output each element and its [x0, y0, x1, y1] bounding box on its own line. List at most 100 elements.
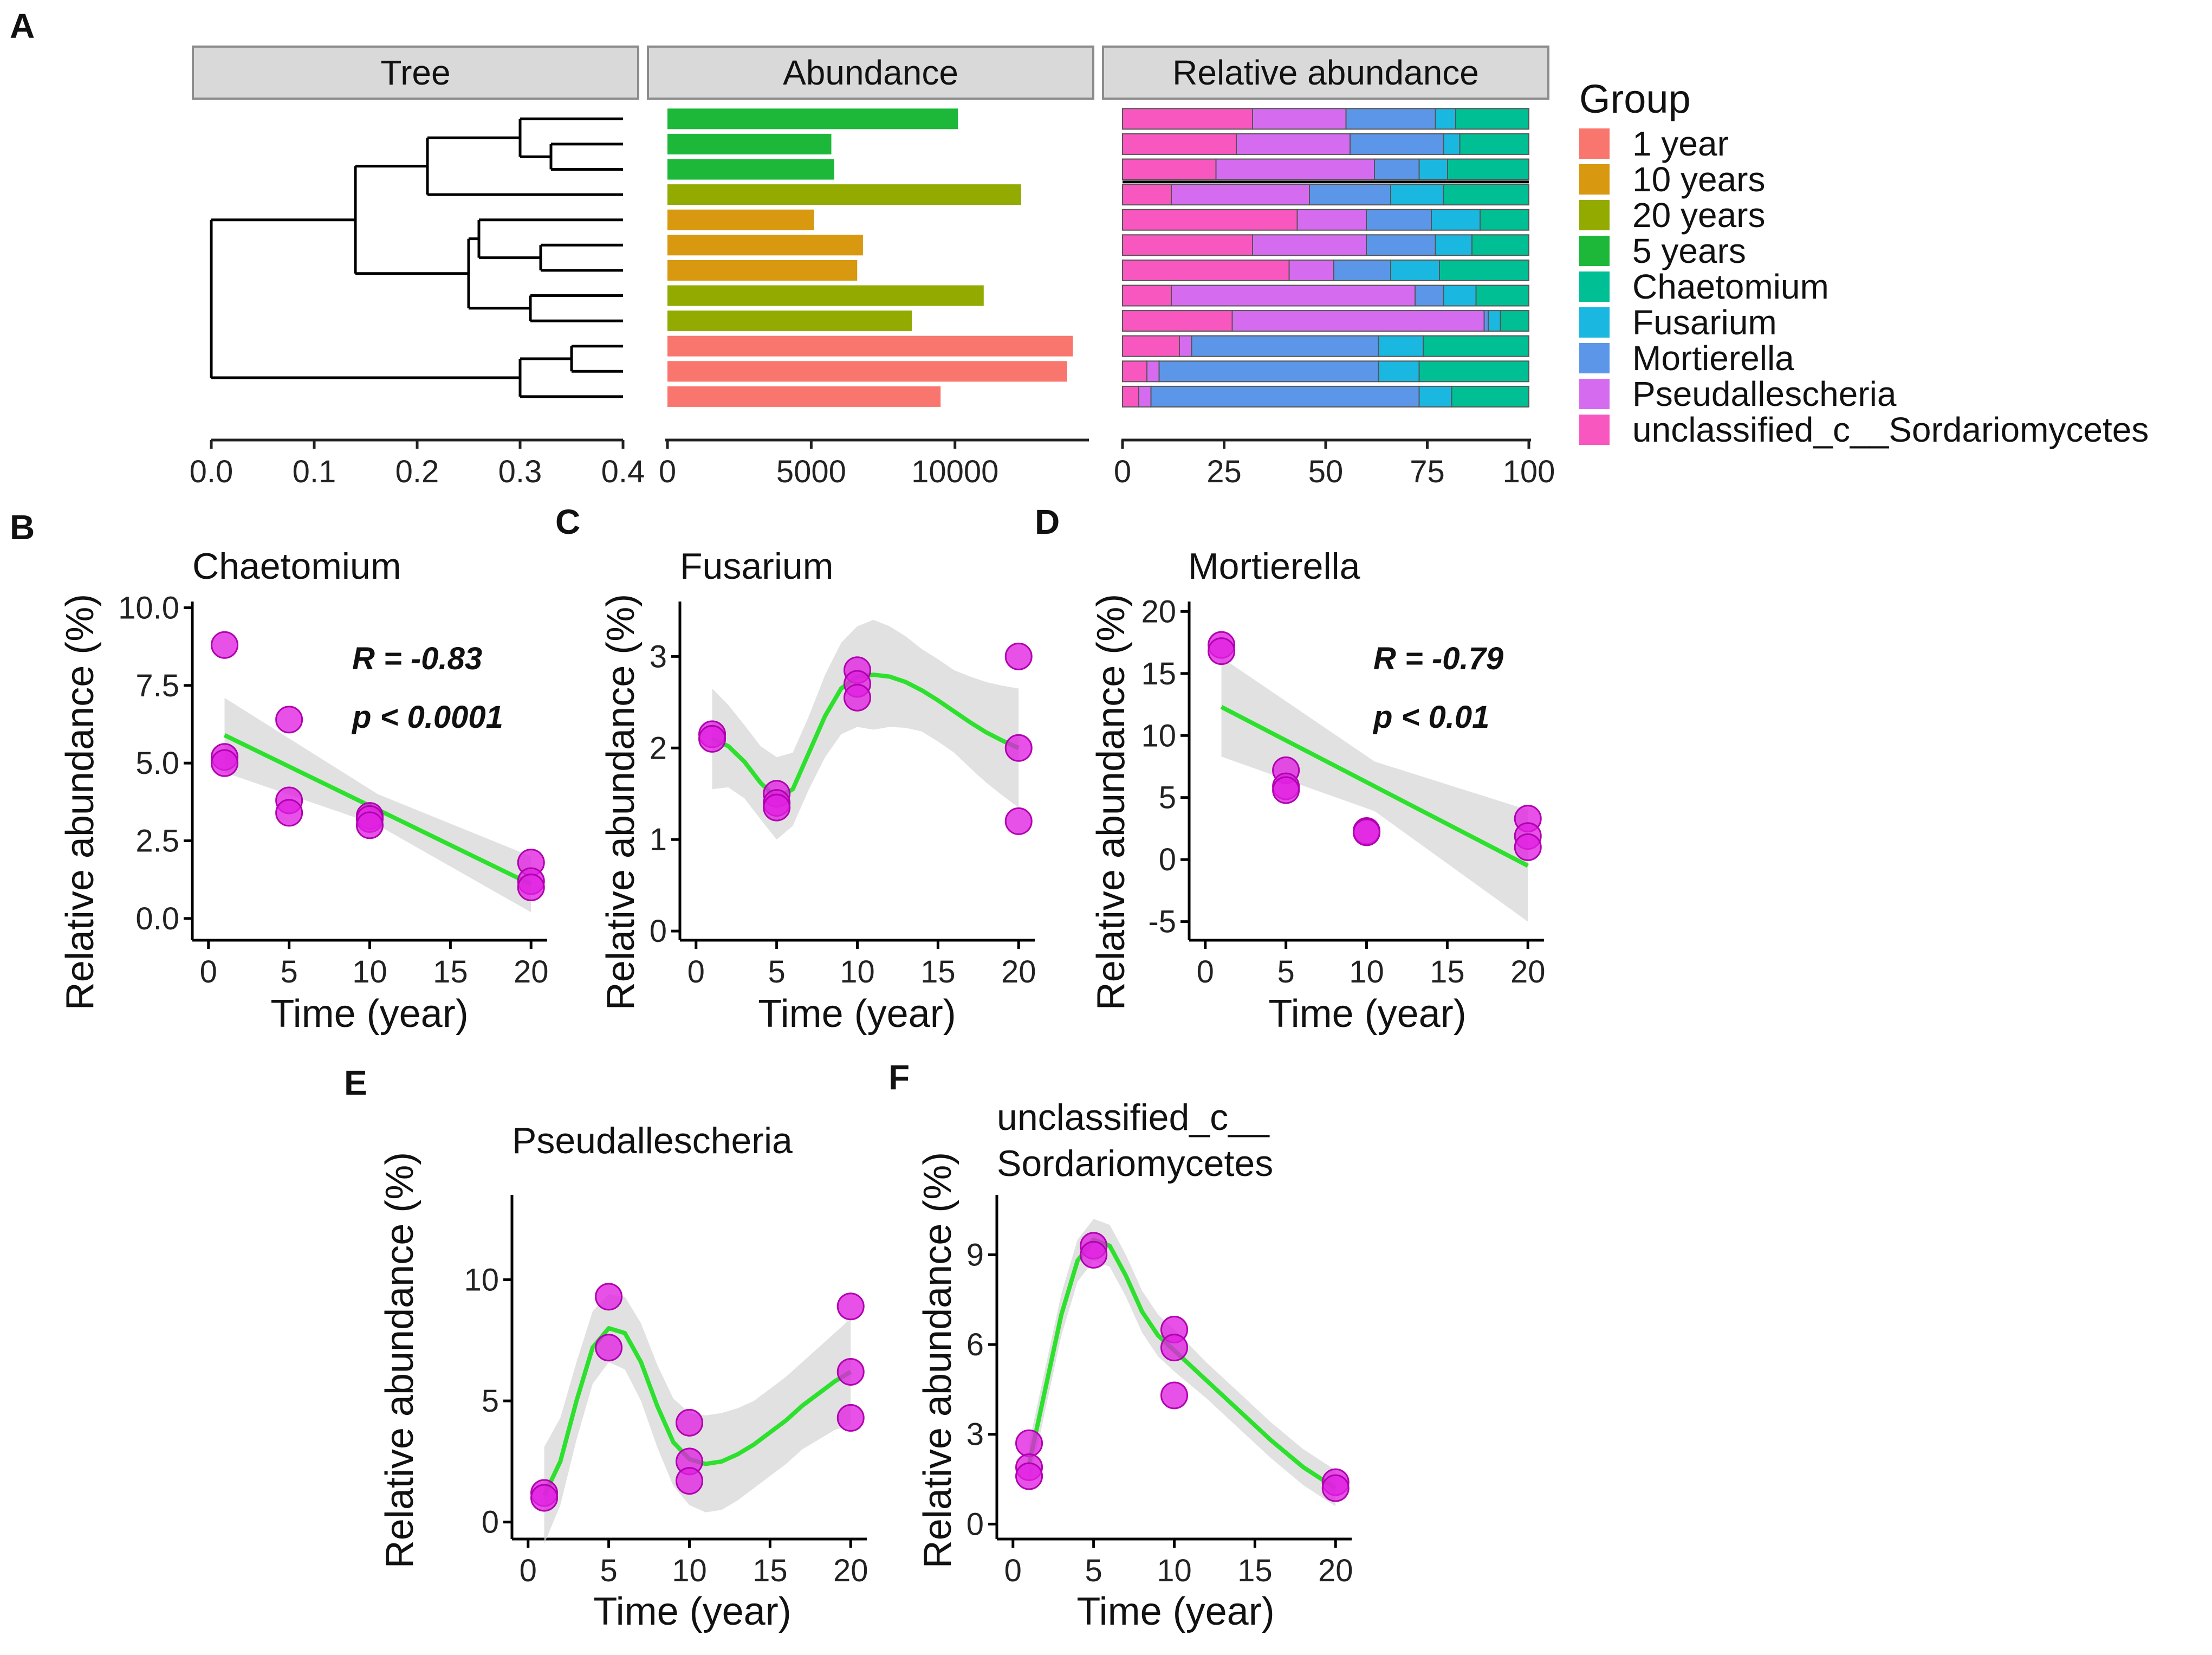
panel-c-xtick-label: 0 — [687, 954, 705, 990]
panel-b-title: Chaetomium — [192, 546, 401, 587]
relative-bar-segment — [1171, 184, 1310, 206]
panel-b-xtick-label: 0 — [200, 954, 217, 990]
tree-tick-label: 0.3 — [498, 454, 542, 489]
strip-tree — [192, 46, 639, 100]
panel-e-xlabel: Time (year) — [593, 1590, 791, 1633]
panel-b-ytick-label: 10.0 — [118, 590, 179, 625]
relative-bar-segment — [1122, 234, 1253, 256]
abundance-bar — [667, 311, 912, 332]
panel-c-xtick-label: 20 — [1001, 954, 1036, 990]
panel-d-confidence-band — [1221, 657, 1528, 922]
relative-bar-segment — [1345, 108, 1436, 130]
relative-bar-segment — [1350, 133, 1444, 155]
panel-f-point — [1160, 1381, 1188, 1410]
relative-bar-segment — [1455, 108, 1529, 130]
panel-f-point — [1080, 1240, 1108, 1269]
relative-bar-segment — [1333, 259, 1391, 281]
relative-bar-segment — [1415, 285, 1444, 307]
panel-label-b: B — [10, 508, 35, 547]
panel-d-point — [1514, 833, 1542, 861]
strip-relative — [1102, 46, 1549, 100]
legend-swatch — [1579, 236, 1610, 266]
panel-e-point — [676, 1467, 703, 1495]
panel-d-point — [1208, 637, 1236, 665]
panel-f-point — [1015, 1429, 1043, 1457]
relative-bar-segment — [1423, 335, 1529, 357]
relative-bar-segment — [1378, 335, 1424, 357]
relative-bar-segment — [1500, 310, 1529, 332]
panel-f-xlabel: Time (year) — [1076, 1590, 1274, 1633]
relative-bar-segment — [1146, 360, 1160, 383]
abundance-bar — [667, 184, 1021, 205]
abundance-tick-label: 10000 — [911, 454, 998, 489]
strip-abundance-label: Abundance — [783, 53, 958, 92]
relative-bar-segment — [1236, 133, 1351, 155]
panel-d-xlabel: Time (year) — [1268, 992, 1466, 1036]
legend-label: 20 years — [1632, 196, 1765, 235]
relative-bar-segment — [1122, 335, 1180, 357]
panel-c-title: Fusarium — [680, 546, 833, 587]
relative-tick-label: 100 — [1503, 454, 1555, 489]
panel-c: Relative abundance (%) Time (year) Fusar… — [599, 546, 1036, 1036]
panel-c-xtick-label: 15 — [920, 954, 956, 990]
panel-label-c: C — [555, 502, 580, 541]
abundance-bar — [667, 260, 858, 281]
relative-bar-segment — [1122, 285, 1172, 307]
panel-e-point — [530, 1484, 559, 1512]
relative-bar-segment — [1122, 158, 1217, 180]
panel-d-xtick-label: 20 — [1510, 954, 1546, 990]
panel-b-ytick-label: 2.5 — [135, 824, 179, 859]
panel-d-xtick-label: 0 — [1197, 954, 1214, 990]
panel-e-point — [836, 1292, 865, 1321]
legend-swatch — [1579, 271, 1610, 302]
relative-tick-label: 75 — [1410, 454, 1445, 489]
panel-d-xtick-label: 10 — [1349, 954, 1384, 990]
relative-bar-segment — [1431, 209, 1481, 231]
abundance-bar — [667, 386, 941, 407]
panel-f-xtick-label: 15 — [1237, 1553, 1273, 1588]
relative-bar-segment — [1122, 259, 1290, 281]
panel-b-xlabel: Time (year) — [270, 992, 468, 1036]
panel-e-ytick-label: 5 — [482, 1384, 499, 1419]
panel-c-xlabel: Time (year) — [758, 992, 956, 1036]
relative-bar-segment — [1471, 234, 1529, 256]
panel-f-ylabel: Relative abundance (%) — [916, 1152, 959, 1568]
panel-f-title-line1: unclassified_c__ — [997, 1097, 1270, 1138]
panel-e-ytick-label: 0 — [482, 1505, 499, 1540]
legend-swatch — [1579, 128, 1610, 159]
panel-e-point — [676, 1408, 703, 1437]
panel-d-ytick-label: 0 — [1159, 842, 1176, 877]
panel-f-ytick-label: 6 — [966, 1327, 984, 1362]
legend-swatch — [1579, 164, 1610, 195]
panel-b-ylabel: Relative abundance (%) — [59, 594, 102, 1010]
legend-swatch — [1579, 307, 1610, 338]
relative-tick-label: 0 — [1114, 454, 1131, 489]
panel-c-ytick-label: 0 — [650, 914, 667, 949]
panel-d-title: Mortierella — [1188, 546, 1360, 587]
abundance-tick-label: 5000 — [776, 454, 846, 489]
panel-f-xtick-label: 0 — [1004, 1553, 1022, 1588]
panel-e-xtick-label: 5 — [600, 1553, 618, 1588]
relative-bar-segment — [1366, 234, 1436, 256]
legend-label: Pseudallescheria — [1632, 374, 1897, 413]
panel-d-ytick-label: 20 — [1141, 594, 1176, 629]
tree-tick-label: 0.1 — [293, 454, 336, 489]
panel-b-p-stat: p < 0.0001 — [351, 700, 503, 735]
legend-swatch — [1579, 415, 1610, 445]
panel-label-e: E — [344, 1063, 367, 1102]
relative-bar-segment — [1122, 133, 1237, 155]
tree-tick-label: 0.2 — [395, 454, 439, 489]
panel-label-d: D — [1035, 502, 1060, 541]
panel-c-ylabel: Relative abundance (%) — [599, 594, 643, 1010]
panel-d-p-stat: p < 0.01 — [1372, 700, 1489, 735]
relative-bar-segment — [1366, 209, 1432, 231]
panel-f-xtick-label: 10 — [1157, 1553, 1192, 1588]
panel-label-f: F — [888, 1058, 910, 1097]
abundance-bars — [667, 108, 1073, 407]
panel-b-xtick-label: 15 — [433, 954, 468, 990]
relative-bar-segment — [1443, 184, 1529, 206]
panel-d-r-stat: R = -0.79 — [1373, 641, 1503, 676]
relative-bar-segment — [1435, 108, 1456, 130]
